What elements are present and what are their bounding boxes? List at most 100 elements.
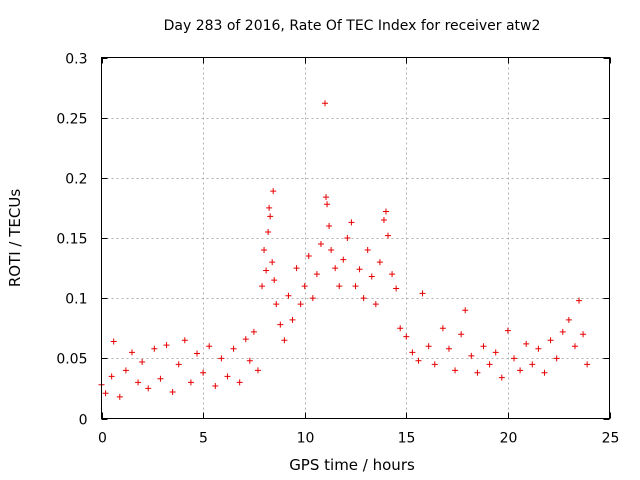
data-point bbox=[273, 301, 280, 308]
data-point bbox=[368, 273, 375, 280]
chart-title: Day 283 of 2016, Rate Of TEC Index for r… bbox=[164, 18, 541, 34]
data-point bbox=[157, 375, 164, 382]
data-point bbox=[313, 271, 320, 278]
data-point bbox=[376, 259, 383, 266]
data-point bbox=[259, 283, 266, 290]
data-point bbox=[409, 349, 416, 356]
x-tick-label: 0 bbox=[98, 431, 107, 447]
data-point bbox=[194, 350, 201, 357]
data-point bbox=[565, 316, 572, 323]
data-point bbox=[289, 316, 296, 323]
data-point bbox=[517, 367, 524, 374]
data-point bbox=[110, 338, 117, 345]
data-point bbox=[224, 373, 231, 380]
data-point bbox=[187, 379, 194, 386]
data-point bbox=[163, 342, 170, 349]
data-point bbox=[356, 266, 363, 273]
data-point bbox=[139, 358, 146, 365]
y-axis-label: ROTI / TECUs bbox=[6, 189, 24, 287]
data-point bbox=[277, 321, 284, 328]
x-axis-label: GPS time / hours bbox=[289, 456, 415, 474]
data-point bbox=[439, 325, 446, 332]
data-point bbox=[270, 188, 277, 195]
data-point bbox=[452, 367, 459, 374]
data-point bbox=[385, 232, 392, 239]
data-point bbox=[281, 337, 288, 344]
data-point bbox=[265, 228, 272, 235]
data-point bbox=[584, 361, 591, 368]
data-point bbox=[206, 343, 213, 350]
y-tick-label: 0.1 bbox=[65, 292, 87, 308]
data-point bbox=[175, 361, 182, 368]
data-point bbox=[230, 345, 237, 352]
data-point bbox=[541, 369, 548, 376]
y-tick-label: 0 bbox=[79, 413, 88, 429]
data-point bbox=[360, 295, 367, 302]
grid-lines bbox=[101, 57, 610, 419]
data-point bbox=[246, 357, 253, 364]
data-point bbox=[403, 333, 410, 340]
data-point bbox=[285, 292, 292, 299]
data-point bbox=[393, 285, 400, 292]
data-point bbox=[135, 379, 142, 386]
data-point bbox=[498, 374, 505, 381]
data-point bbox=[293, 265, 300, 272]
data-point bbox=[348, 219, 355, 226]
data-point bbox=[261, 247, 268, 254]
y-tick-label: 0.3 bbox=[65, 52, 87, 68]
data-point bbox=[372, 301, 379, 308]
data-point bbox=[523, 340, 530, 347]
data-point bbox=[344, 235, 351, 241]
data-point bbox=[297, 301, 304, 308]
data-point bbox=[340, 256, 347, 263]
data-markers bbox=[98, 100, 591, 400]
data-point bbox=[468, 352, 475, 359]
data-point bbox=[458, 331, 465, 338]
data-point bbox=[397, 325, 404, 332]
data-point bbox=[317, 241, 324, 248]
data-point bbox=[301, 283, 308, 290]
data-point bbox=[571, 343, 578, 350]
data-point bbox=[271, 277, 278, 284]
data-point bbox=[535, 345, 542, 352]
y-tick-label: 0.2 bbox=[65, 172, 87, 188]
data-point bbox=[431, 361, 438, 368]
data-point bbox=[108, 373, 115, 380]
data-point bbox=[529, 361, 536, 368]
data-point bbox=[128, 349, 135, 356]
data-point bbox=[269, 259, 276, 266]
x-tick-label: 20 bbox=[500, 431, 518, 447]
data-point bbox=[389, 271, 396, 278]
data-point bbox=[380, 216, 387, 223]
y-tick-label: 0.15 bbox=[56, 232, 87, 248]
data-point bbox=[553, 355, 560, 362]
data-point bbox=[415, 357, 422, 364]
data-point bbox=[145, 385, 152, 392]
data-point bbox=[322, 100, 329, 107]
data-point bbox=[559, 328, 566, 335]
data-point bbox=[242, 336, 249, 343]
data-point bbox=[305, 253, 312, 260]
y-tick-labels: 0 0.05 0.1 0.15 0.2 0.25 0.3 bbox=[56, 52, 87, 429]
data-point bbox=[332, 265, 339, 272]
data-point bbox=[218, 355, 225, 362]
x-tick-label: 25 bbox=[602, 431, 620, 447]
data-point bbox=[250, 328, 257, 335]
data-point bbox=[510, 355, 517, 362]
data-point bbox=[445, 345, 452, 352]
data-point bbox=[580, 331, 587, 338]
data-point bbox=[324, 201, 331, 208]
data-point bbox=[236, 379, 243, 386]
x-tick-label: 15 bbox=[398, 431, 416, 447]
data-point bbox=[547, 337, 554, 344]
data-point bbox=[116, 393, 123, 400]
axis-ticks bbox=[101, 57, 611, 420]
data-point bbox=[122, 367, 129, 374]
data-point bbox=[576, 297, 583, 304]
data-point bbox=[266, 204, 273, 211]
x-tick-label: 5 bbox=[199, 431, 208, 447]
data-point bbox=[169, 389, 176, 396]
y-tick-label: 0.25 bbox=[56, 112, 87, 128]
